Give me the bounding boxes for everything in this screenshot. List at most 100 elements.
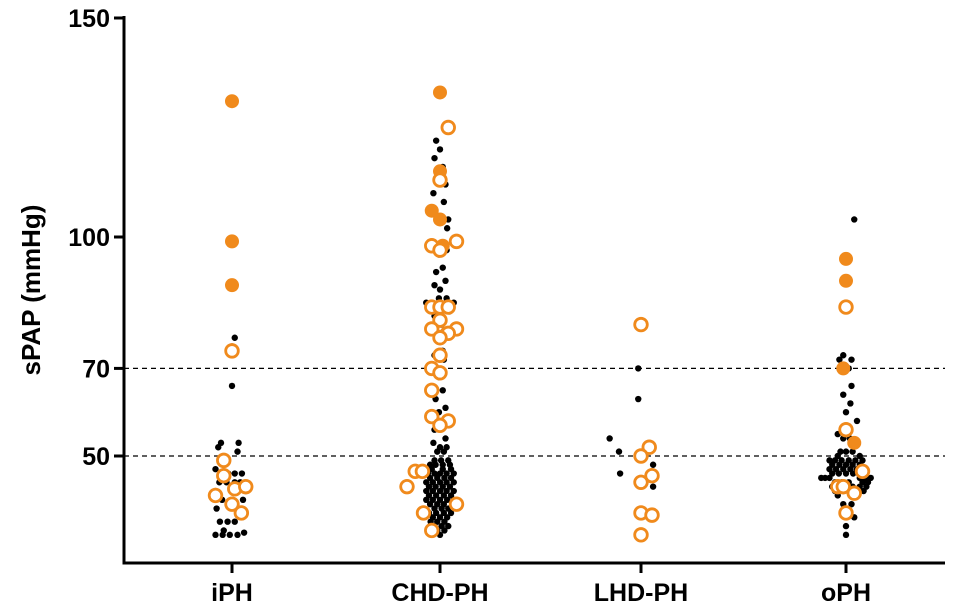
data-point-black xyxy=(226,531,233,539)
data-point-black xyxy=(431,281,438,289)
data-point-black xyxy=(213,505,220,512)
data-point-black xyxy=(224,518,231,525)
data-point-orange-filled xyxy=(225,278,239,293)
data-point-orange-open xyxy=(838,299,854,315)
data-point-orange-open xyxy=(838,422,854,438)
data-point-orange-open xyxy=(633,448,649,464)
data-point-orange-filled xyxy=(839,251,853,266)
x-category-label: CHD-PH xyxy=(391,579,488,607)
data-point-black xyxy=(848,356,855,363)
data-point-orange-open xyxy=(633,474,649,490)
y-tick-label: 100 xyxy=(68,224,110,252)
data-point-black xyxy=(234,448,241,455)
data-point-orange-open xyxy=(448,496,465,512)
data-point-black xyxy=(853,417,861,425)
data-point-black xyxy=(606,435,613,442)
data-point-black xyxy=(228,382,236,390)
x-category-label: oPH xyxy=(821,579,871,607)
data-point-black xyxy=(212,465,219,473)
data-point-black xyxy=(440,509,448,517)
data-point-black xyxy=(440,198,448,206)
data-point-black xyxy=(430,439,437,447)
data-point-black xyxy=(240,529,248,536)
data-point-black xyxy=(848,500,855,508)
data-point-black xyxy=(436,286,444,293)
data-point-orange-filled xyxy=(225,234,239,249)
x-category-label: iPH xyxy=(211,579,253,607)
reference-lines xyxy=(124,367,945,457)
data-point-black xyxy=(842,470,850,477)
data-point-black xyxy=(430,190,437,197)
data-point-orange-open xyxy=(224,496,240,512)
data-point-black xyxy=(442,277,449,284)
data-point-black xyxy=(440,448,448,455)
data-points xyxy=(207,85,874,543)
data-point-orange-open xyxy=(216,452,232,469)
data-point-orange-open xyxy=(432,365,448,381)
data-point-orange-filled xyxy=(433,212,447,227)
data-point-black xyxy=(442,404,449,412)
data-point-orange-filled xyxy=(424,203,439,218)
data-point-black xyxy=(439,264,446,271)
data-point-black xyxy=(635,395,642,403)
data-point-black xyxy=(431,154,438,162)
data-point-orange-open xyxy=(424,522,440,539)
data-point-black xyxy=(635,365,642,372)
data-point-black xyxy=(442,435,449,442)
data-point-orange-open xyxy=(633,527,649,543)
data-point-black xyxy=(436,146,444,153)
data-point-orange-open xyxy=(207,487,224,504)
data-point-black xyxy=(238,470,246,477)
data-point-black xyxy=(851,216,858,223)
data-point-black xyxy=(446,483,454,490)
data-point-orange-open xyxy=(448,233,465,250)
y-tick-label: 50 xyxy=(82,443,110,471)
data-point-orange-open xyxy=(835,478,851,495)
data-point-black xyxy=(423,496,430,503)
data-point-black xyxy=(842,448,850,455)
data-point-black xyxy=(649,461,657,468)
data-point-orange-filled xyxy=(847,435,862,450)
data-point-orange-open xyxy=(224,343,240,359)
data-point-black xyxy=(849,448,856,455)
data-point-orange-open xyxy=(415,505,432,521)
data-point-black xyxy=(821,474,829,482)
data-point-black xyxy=(216,518,224,525)
data-point-orange-filled xyxy=(839,273,853,288)
data-point-black xyxy=(429,487,437,495)
data-point-black xyxy=(842,531,850,539)
data-point-orange-open xyxy=(233,505,250,521)
data-point-black xyxy=(826,474,833,482)
data-point-black xyxy=(847,400,854,407)
data-point-black xyxy=(616,470,624,477)
data-point-black xyxy=(848,382,855,390)
data-point-black xyxy=(432,268,440,276)
data-point-orange-open xyxy=(432,172,448,188)
data-point-black xyxy=(219,531,226,539)
data-point-orange-open xyxy=(432,417,448,434)
data-point-orange-open xyxy=(432,330,448,346)
data-point-orange-filled xyxy=(836,361,851,376)
data-point-black xyxy=(447,509,455,517)
data-point-black xyxy=(432,509,440,517)
data-point-orange-open xyxy=(846,485,862,501)
data-point-orange-open xyxy=(440,119,456,136)
x-category-label: LHD-PH xyxy=(594,579,688,607)
data-point-black xyxy=(443,479,450,486)
data-point-orange-filled xyxy=(433,85,447,100)
data-point-orange-open xyxy=(432,347,448,363)
data-point-orange-open xyxy=(440,299,456,315)
data-point-black xyxy=(436,487,444,495)
data-point-black xyxy=(231,518,238,525)
data-point-black xyxy=(443,496,451,503)
data-point-black xyxy=(445,522,452,530)
data-point-black xyxy=(231,470,238,477)
y-axis: 50 70 100 150 xyxy=(68,5,126,563)
data-point-orange-open xyxy=(854,463,871,480)
data-point-orange-open xyxy=(216,468,232,484)
data-point-black xyxy=(440,492,448,499)
data-point-black xyxy=(432,137,440,144)
data-point-black xyxy=(443,225,451,232)
y-tick-label: 70 xyxy=(82,355,110,383)
